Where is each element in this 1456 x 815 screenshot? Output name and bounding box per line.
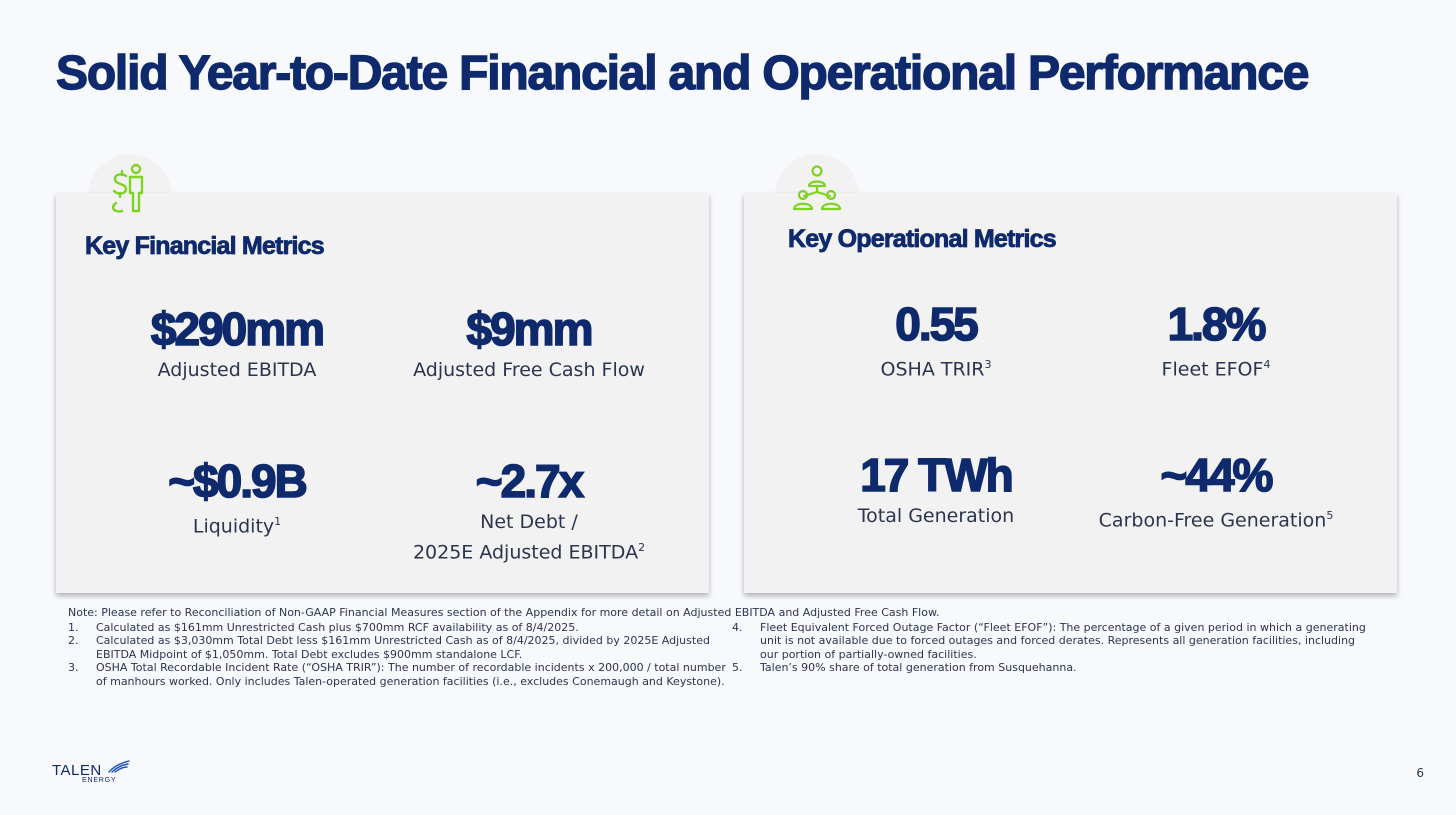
metric-liquidity: ~$0.9B Liquidity1: [87, 454, 387, 539]
footnote-ref: 2: [638, 541, 646, 554]
logo-name: TALEN: [52, 762, 102, 779]
footnote: 5. Talen’s 90% share of total generation …: [732, 661, 1077, 674]
metric-label: Net Debt / 2025E Adjusted EBITDA2: [412, 511, 646, 564]
metric-value: ~$0.9B: [167, 454, 308, 508]
metric-carbon-free-generation: ~44% Carbon-Free Generation5: [1066, 448, 1366, 533]
operational-panel-title: Key Operational Metrics: [788, 225, 1057, 254]
metric-total-generation: 17 TWh Total Generation: [786, 448, 1086, 529]
talen-energy-logo: TALEN ENERGY: [52, 760, 132, 786]
metric-label: Adjusted EBITDA: [157, 359, 317, 381]
footnotes-right: 4. Fleet Equivalent Forced Outage Factor …: [732, 621, 1372, 689]
metric-value: $9mm: [466, 302, 595, 356]
metric-value: 0.55: [894, 297, 979, 351]
metric-label: Fleet EFOF4: [1161, 358, 1271, 381]
metric-adjusted-ebitda: $290mm Adjusted EBITDA: [87, 302, 387, 383]
metric-label: Carbon-Free Generation5: [1098, 509, 1334, 532]
operational-panel: [744, 193, 1397, 593]
footnote: 3. OSHA Total Recordable Incident Rate (“…: [68, 661, 726, 688]
metric-label: Adjusted Free Cash Flow: [413, 359, 645, 381]
metric-fleet-efof: 1.8% Fleet EFOF4: [1066, 297, 1366, 382]
footnote: 1. Calculated as $161mm Unrestricted Cash…: [68, 620, 579, 634]
metric-label: OSHA TRIR3: [880, 358, 992, 381]
footnote: 2. Calculated as $3,030mm Total Debt less…: [68, 634, 710, 661]
metric-value: $290mm: [150, 302, 326, 356]
team-network-icon: [792, 165, 842, 211]
dollar-person-icon: [111, 163, 144, 213]
footnotes-left: 1. Calculated as $161mm Unrestricted Cash…: [68, 621, 730, 689]
metric-label: Liquidity1: [192, 515, 282, 538]
metric-value: 17 TWh: [859, 448, 1014, 502]
financial-panel-title: Key Financial Metrics: [85, 232, 325, 261]
slide-title: Solid Year-to-Date Financial and Operati…: [55, 46, 1310, 100]
footnote-ref: 4: [1263, 358, 1271, 371]
page-number: 6: [1416, 766, 1424, 780]
footnote-ref: 3: [984, 358, 992, 371]
logo-sub: ENERGY: [82, 777, 117, 784]
metric-adjusted-fcf: $9mm Adjusted Free Cash Flow: [379, 302, 679, 383]
metric-value: 1.8%: [1167, 297, 1267, 351]
metric-value: ~2.7x: [475, 454, 585, 508]
wing-icon: [108, 760, 130, 773]
footnote: 4. Fleet Equivalent Forced Outage Factor …: [732, 620, 1366, 661]
metric-label: Total Generation: [857, 505, 1015, 527]
note-intro: Note: Please refer to Reconciliation of …: [68, 606, 940, 619]
metric-value: ~44%: [1160, 448, 1275, 502]
metric-osha-trir: 0.55 OSHA TRIR3: [786, 297, 1086, 382]
footnotes: Note: Please refer to Reconciliation of …: [68, 606, 1398, 688]
metric-net-debt-ratio: ~2.7x Net Debt / 2025E Adjusted EBITDA2: [379, 454, 679, 565]
footnote-ref: 1: [274, 515, 282, 528]
financial-panel: [56, 193, 709, 593]
footnote-ref: 5: [1326, 509, 1334, 522]
